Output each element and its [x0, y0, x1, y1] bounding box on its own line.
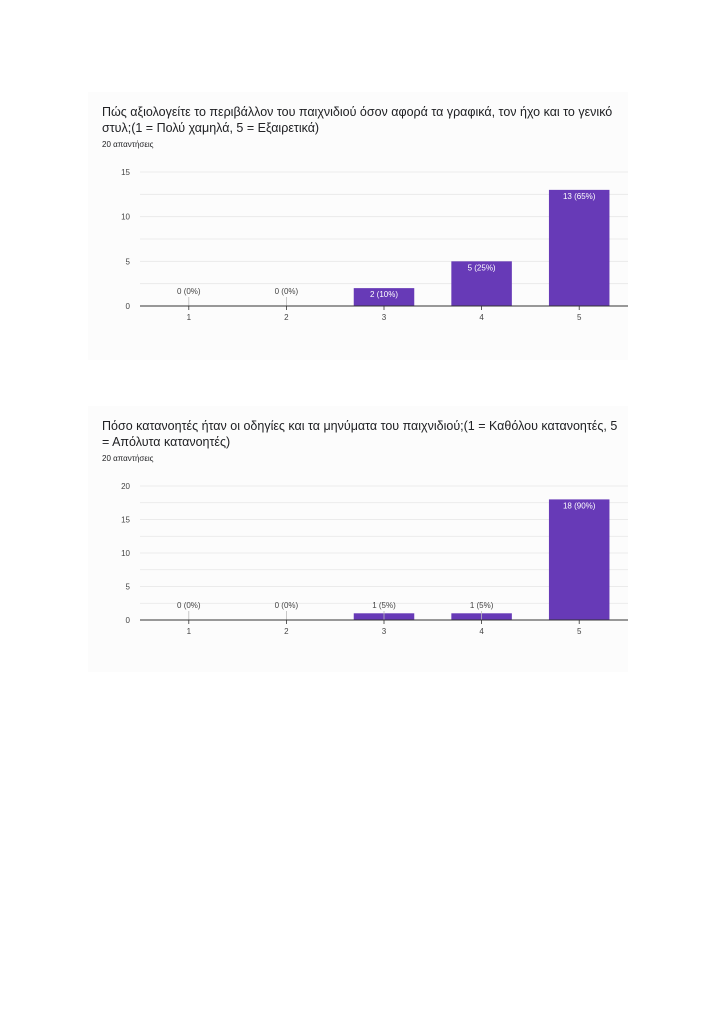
- x-tick-label: 4: [479, 313, 484, 322]
- x-tick-label: 2: [284, 313, 289, 322]
- data-label: 18 (90%): [563, 501, 596, 510]
- data-label: 13 (65%): [563, 192, 596, 201]
- response-count: 20 απαντήσεις: [102, 140, 154, 149]
- y-tick-label: 0: [126, 302, 131, 311]
- y-tick-label: 15: [121, 168, 130, 177]
- x-tick-label: 3: [382, 627, 387, 636]
- x-tick-label: 4: [479, 627, 484, 636]
- x-tick-label: 3: [382, 313, 387, 322]
- bar: [548, 499, 610, 620]
- question-card-1: Πώς αξιολογείτε το περιβάλλον του παιχνι…: [88, 92, 628, 360]
- question-title: Πώς αξιολογείτε το περιβάλλον του παιχνι…: [102, 105, 613, 135]
- data-label: 0 (0%): [177, 287, 201, 296]
- x-tick-label: 5: [577, 627, 582, 636]
- y-tick-label: 10: [121, 213, 130, 222]
- response-count: 20 απαντήσεις: [102, 454, 154, 463]
- data-label: 0 (0%): [275, 287, 299, 296]
- data-label: 1 (5%): [372, 601, 396, 610]
- data-label: 2 (10%): [370, 290, 398, 299]
- x-tick-label: 2: [284, 627, 289, 636]
- y-tick-label: 5: [126, 583, 131, 592]
- x-tick-label: 5: [577, 313, 582, 322]
- y-tick-label: 20: [121, 482, 130, 491]
- question-card-2: Πόσο κατανοητές ήταν οι οδηγίες και τα μ…: [88, 406, 628, 672]
- y-tick-label: 10: [121, 549, 130, 558]
- x-tick-label: 1: [187, 627, 192, 636]
- y-tick-label: 15: [121, 516, 130, 525]
- bar-chart-instructions-clarity: 0 5 10 15 20 1 0 (0%) 2 0 (0%) 3 1 (5%) 4 1 (5%) 5 18 …: [121, 482, 628, 636]
- y-tick-label: 5: [126, 257, 131, 266]
- data-label: 1 (5%): [470, 601, 494, 610]
- question-title: Πόσο κατανοητές ήταν οι οδηγίες και τα μ…: [102, 419, 618, 449]
- x-tick-label: 1: [187, 313, 192, 322]
- bar: [353, 288, 415, 306]
- data-label: 0 (0%): [177, 601, 201, 610]
- bar: [451, 261, 512, 306]
- bar: [548, 189, 610, 306]
- data-label: 5 (25%): [468, 263, 496, 272]
- data-label: 0 (0%): [275, 601, 299, 610]
- y-tick-label: 0: [126, 616, 131, 625]
- bar-chart-environment-rating: 0 5 10 15 1 0 (0%) 2 0 (0%) 3 2 (10%) 4 5 (25%) 5 13 …: [121, 168, 628, 322]
